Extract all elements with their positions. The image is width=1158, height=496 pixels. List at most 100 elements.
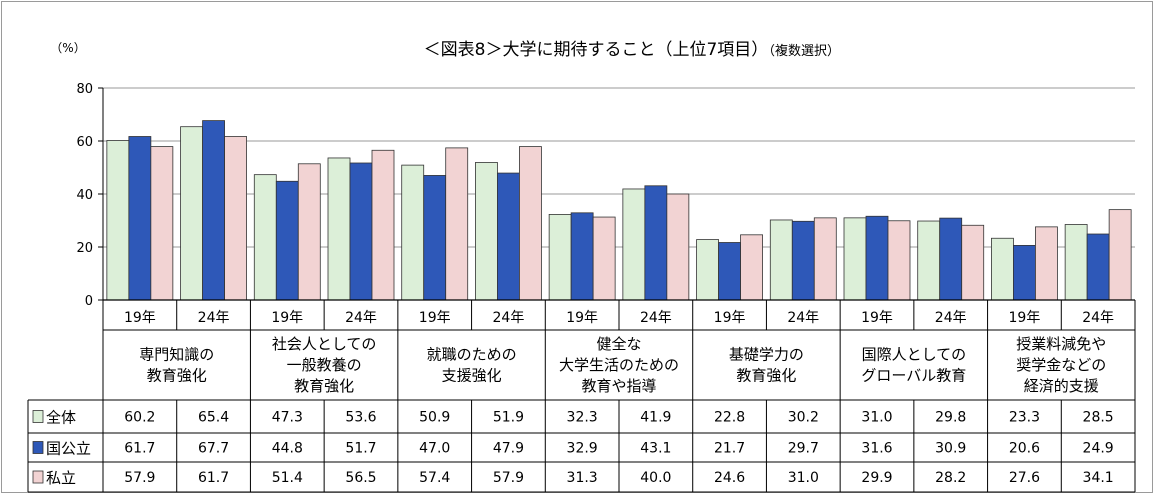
bar-国公立 <box>349 162 373 301</box>
data-cell: 21.7 <box>714 441 745 457</box>
category-label: 大学生活のための <box>559 356 679 374</box>
bar-全体 <box>106 140 130 301</box>
data-cell: 50.9 <box>419 410 450 426</box>
data-cell: 53.6 <box>345 410 376 426</box>
y-tick-label: 80 <box>76 82 93 97</box>
year-label: 24年 <box>493 310 525 326</box>
category-label: 教育強化 <box>736 367 796 385</box>
legend-swatch-国公立 <box>32 441 44 454</box>
data-cell: 29.7 <box>788 441 819 457</box>
legend-swatch-全体 <box>32 410 44 423</box>
year-label: 19年 <box>271 310 303 326</box>
bar-私立 <box>150 146 174 301</box>
chart-subtitle: （複数選択） <box>762 43 840 59</box>
bar-全体 <box>548 214 572 301</box>
data-cell: 65.4 <box>198 410 229 426</box>
data-cell: 28.5 <box>1083 410 1114 426</box>
bar-私立 <box>519 146 542 301</box>
data-cell: 34.1 <box>1083 470 1114 486</box>
year-label: 24年 <box>1082 310 1114 326</box>
bar-国公立 <box>718 242 741 301</box>
bar-私立 <box>1108 209 1132 301</box>
bar-全体 <box>475 162 498 301</box>
bar-私立 <box>961 224 985 301</box>
data-cell: 30.2 <box>788 410 819 426</box>
bar-私立 <box>297 163 321 301</box>
data-cell: 40.0 <box>640 470 671 486</box>
bar-国公立 <box>644 185 668 301</box>
category-label: 一般教養の <box>287 356 362 374</box>
bar-全体 <box>327 157 351 301</box>
year-label: 19年 <box>419 310 451 326</box>
bar-国公立 <box>275 180 299 301</box>
category-label: 奨学金などの <box>1016 356 1106 374</box>
bar-国公立 <box>1013 245 1036 301</box>
category-label: 健全な <box>596 335 641 353</box>
legend-label: 全体 <box>46 409 76 427</box>
data-cell: 43.1 <box>640 441 671 457</box>
data-cell: 32.3 <box>567 410 598 426</box>
bar-全体 <box>991 237 1014 301</box>
year-label: 19年 <box>566 310 598 326</box>
bar-国公立 <box>791 220 815 301</box>
bar-全体 <box>696 239 719 301</box>
data-cell: 23.3 <box>1009 410 1040 426</box>
data-cell: 47.0 <box>419 441 450 457</box>
category-label: 教育強化 <box>147 367 207 385</box>
legend-swatch-私立 <box>32 470 44 484</box>
bar-私立 <box>1035 226 1058 301</box>
data-cell: 51.9 <box>493 410 524 426</box>
year-label: 24年 <box>787 310 819 326</box>
bar-国公立 <box>202 120 225 301</box>
year-label: 19年 <box>714 310 746 326</box>
legend-label: 国公立 <box>46 440 91 458</box>
bar-国公立 <box>497 172 520 301</box>
y-tick-label: 20 <box>76 241 93 256</box>
data-cell: 57.4 <box>419 470 450 486</box>
y-tick-label: 60 <box>76 135 93 150</box>
bar-全体 <box>769 219 793 301</box>
bar-私立 <box>813 217 837 301</box>
y-tick-label: 0 <box>85 294 93 309</box>
category-label: 専門知識の <box>139 346 214 364</box>
bar-私立 <box>592 216 616 301</box>
bar-国公立 <box>128 136 152 301</box>
bar-私立 <box>666 193 690 301</box>
year-label: 24年 <box>935 310 967 326</box>
bar-国公立 <box>570 212 594 301</box>
category-label: 授業料減免や <box>1016 335 1106 353</box>
bar-国公立 <box>939 217 963 301</box>
category-label: 教育強化 <box>294 377 354 395</box>
data-cell: 51.7 <box>345 441 376 457</box>
bar-全体 <box>180 126 203 301</box>
category-label: 支援強化 <box>442 367 502 385</box>
data-cell: 61.7 <box>198 470 229 486</box>
legend-label: 私立 <box>46 469 76 487</box>
data-cell: 31.0 <box>861 410 892 426</box>
category-label: 基礎学力の <box>729 346 804 364</box>
bar-私立 <box>224 136 247 301</box>
category-label: 社会人としての <box>272 335 377 353</box>
data-cell: 31.3 <box>567 470 598 486</box>
year-label: 24年 <box>640 310 672 326</box>
year-label: 19年 <box>1009 310 1041 326</box>
data-cell: 28.2 <box>935 470 966 486</box>
data-cell: 57.9 <box>124 470 155 486</box>
year-label: 24年 <box>345 310 377 326</box>
bar-全体 <box>401 164 425 301</box>
data-cell: 67.7 <box>198 441 229 457</box>
data-cell: 27.6 <box>1009 470 1040 486</box>
unit-label: （%） <box>50 41 85 55</box>
year-label: 19年 <box>861 310 893 326</box>
data-cell: 61.7 <box>124 441 155 457</box>
bar-私立 <box>887 220 911 301</box>
year-label: 24年 <box>198 310 230 326</box>
bar-私立 <box>445 147 469 301</box>
y-tick-label: 40 <box>76 188 93 203</box>
bar-私立 <box>371 149 395 301</box>
bar-全体 <box>917 220 941 301</box>
data-cell: 29.9 <box>861 470 892 486</box>
bar-全体 <box>1064 224 1088 301</box>
data-cell: 30.9 <box>935 441 966 457</box>
data-cell: 32.9 <box>567 441 598 457</box>
